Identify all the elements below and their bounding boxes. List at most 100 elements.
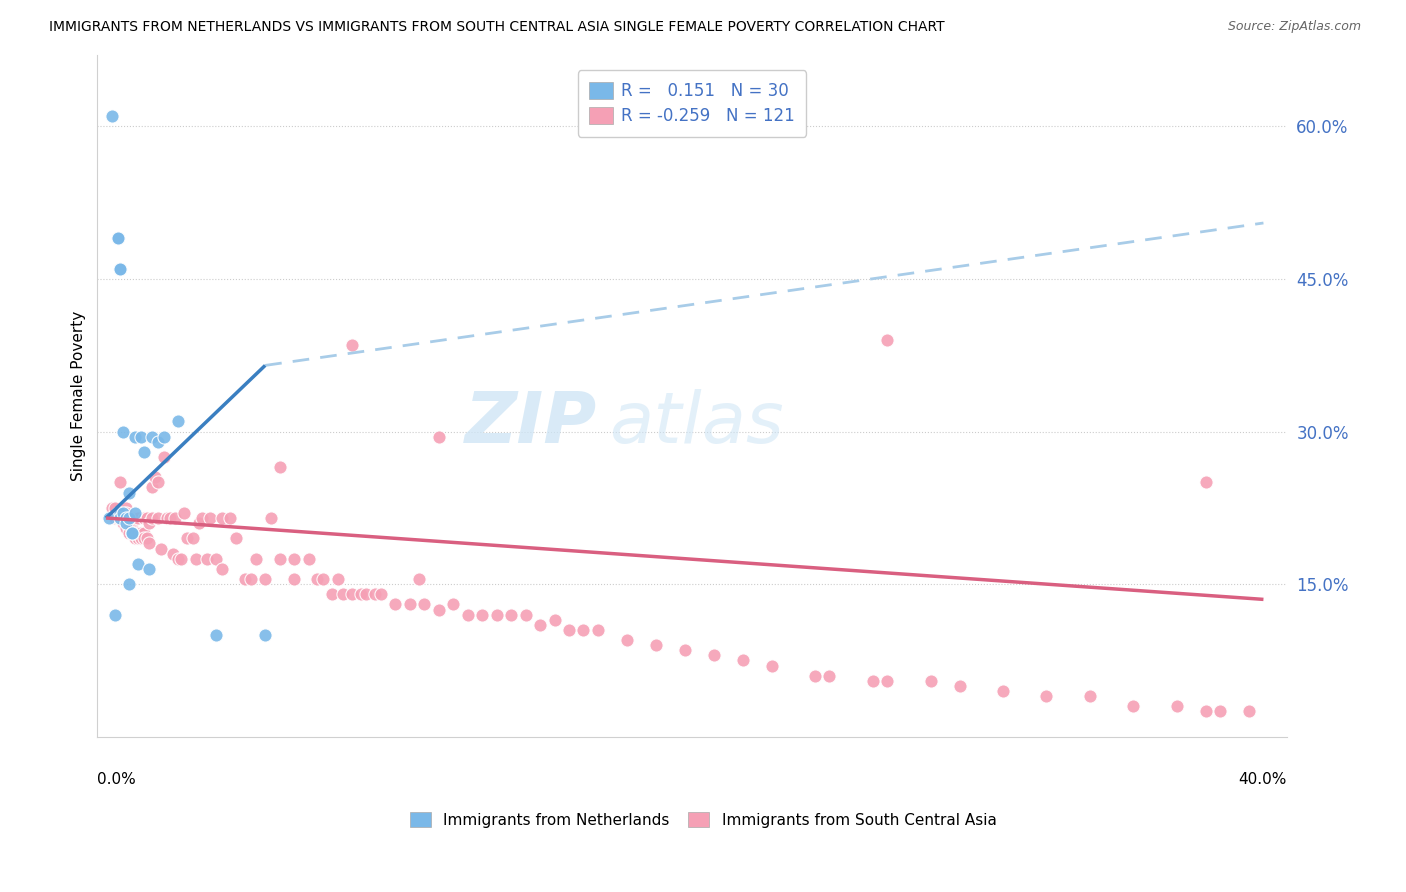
Point bbox=[205, 551, 228, 566]
Point bbox=[104, 511, 127, 525]
Point bbox=[127, 511, 149, 525]
Point bbox=[457, 607, 479, 622]
Point bbox=[211, 511, 233, 525]
Point bbox=[138, 536, 160, 550]
Point bbox=[104, 607, 127, 622]
Point bbox=[219, 511, 242, 525]
Point bbox=[115, 516, 138, 530]
Point bbox=[356, 587, 378, 601]
Point bbox=[876, 333, 898, 347]
Point bbox=[121, 526, 143, 541]
Point bbox=[176, 532, 198, 546]
Point bbox=[399, 598, 422, 612]
Point bbox=[118, 577, 141, 591]
Point bbox=[205, 628, 228, 642]
Point bbox=[364, 587, 387, 601]
Point bbox=[673, 643, 696, 657]
Legend: R =   0.151   N = 30, R = -0.259   N = 121: R = 0.151 N = 30, R = -0.259 N = 121 bbox=[578, 70, 807, 136]
Point bbox=[804, 668, 827, 682]
Point bbox=[283, 572, 305, 586]
Point bbox=[340, 338, 363, 352]
Point bbox=[543, 613, 565, 627]
Point bbox=[159, 511, 181, 525]
Point bbox=[124, 526, 146, 541]
Point bbox=[118, 511, 141, 525]
Point bbox=[101, 109, 124, 123]
Point bbox=[644, 638, 666, 652]
Point bbox=[141, 429, 163, 443]
Point bbox=[501, 607, 523, 622]
Point bbox=[141, 481, 163, 495]
Point bbox=[118, 516, 141, 530]
Point bbox=[107, 506, 129, 520]
Point bbox=[340, 587, 363, 601]
Point bbox=[118, 485, 141, 500]
Point bbox=[107, 231, 129, 245]
Point bbox=[413, 598, 436, 612]
Point bbox=[703, 648, 725, 663]
Point bbox=[233, 572, 256, 586]
Text: 40.0%: 40.0% bbox=[1239, 772, 1286, 788]
Point bbox=[138, 516, 160, 530]
Point bbox=[1194, 704, 1216, 718]
Point bbox=[471, 607, 494, 622]
Point bbox=[107, 231, 129, 245]
Point bbox=[200, 511, 222, 525]
Point bbox=[269, 551, 291, 566]
Point bbox=[949, 679, 972, 693]
Point bbox=[110, 261, 132, 276]
Point bbox=[129, 526, 152, 541]
Point bbox=[245, 551, 267, 566]
Point bbox=[112, 516, 135, 530]
Point bbox=[187, 516, 209, 530]
Point bbox=[115, 511, 138, 525]
Point bbox=[146, 434, 169, 449]
Point bbox=[121, 526, 143, 541]
Point bbox=[427, 602, 450, 616]
Point bbox=[586, 623, 609, 637]
Point bbox=[818, 668, 841, 682]
Point bbox=[370, 587, 392, 601]
Point bbox=[115, 500, 138, 515]
Point bbox=[307, 572, 329, 586]
Point bbox=[156, 511, 179, 525]
Point bbox=[118, 521, 141, 535]
Point bbox=[138, 562, 160, 576]
Point bbox=[195, 551, 218, 566]
Point bbox=[181, 532, 204, 546]
Point bbox=[326, 572, 349, 586]
Point bbox=[1209, 704, 1232, 718]
Point bbox=[239, 572, 262, 586]
Point bbox=[115, 521, 138, 535]
Point bbox=[146, 511, 169, 525]
Point bbox=[124, 429, 146, 443]
Point bbox=[862, 673, 884, 688]
Point bbox=[143, 470, 166, 484]
Point bbox=[127, 526, 149, 541]
Point bbox=[118, 526, 141, 541]
Point bbox=[101, 500, 124, 515]
Point bbox=[616, 633, 638, 648]
Point bbox=[121, 526, 143, 541]
Point bbox=[529, 617, 551, 632]
Point bbox=[225, 532, 247, 546]
Point bbox=[132, 511, 155, 525]
Point bbox=[184, 551, 207, 566]
Point bbox=[150, 541, 173, 556]
Point bbox=[110, 475, 132, 490]
Point bbox=[110, 506, 132, 520]
Text: atlas: atlas bbox=[609, 389, 783, 458]
Point bbox=[384, 598, 406, 612]
Point bbox=[190, 511, 212, 525]
Point bbox=[283, 551, 305, 566]
Point bbox=[441, 598, 464, 612]
Point bbox=[558, 623, 581, 637]
Point bbox=[1035, 689, 1057, 703]
Point bbox=[260, 511, 283, 525]
Point bbox=[920, 673, 942, 688]
Y-axis label: Single Female Poverty: Single Female Poverty bbox=[72, 310, 86, 481]
Point bbox=[408, 572, 430, 586]
Point bbox=[1122, 699, 1144, 714]
Point bbox=[124, 532, 146, 546]
Point bbox=[121, 521, 143, 535]
